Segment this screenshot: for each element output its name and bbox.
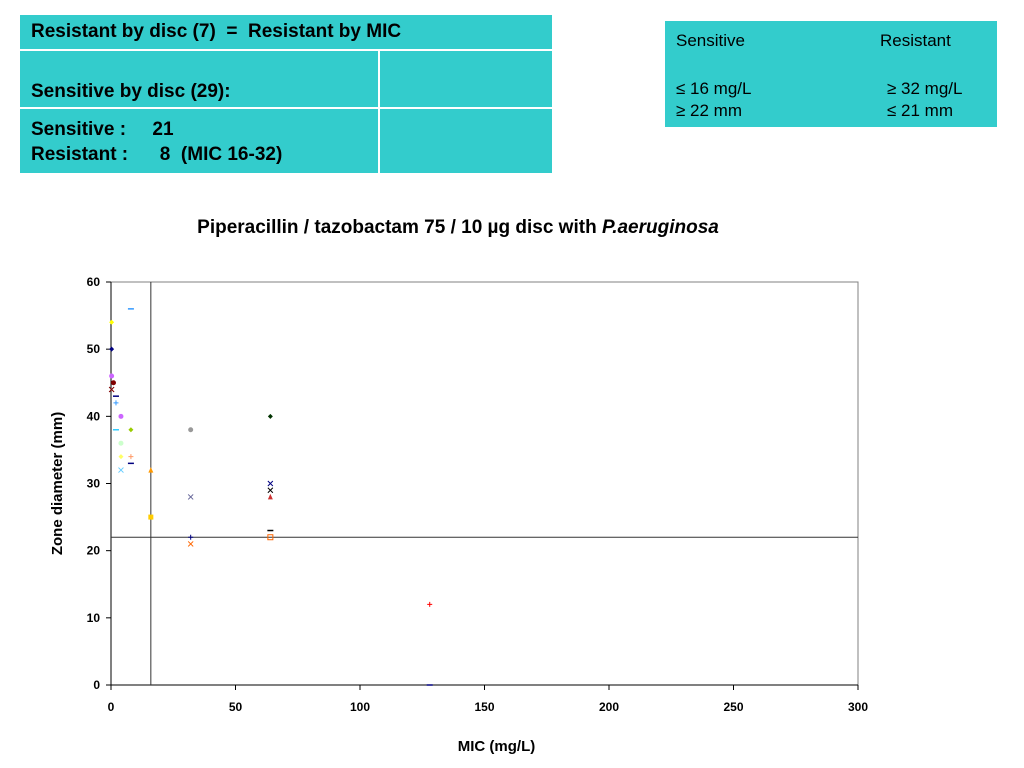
summary-row3-line1: Sensitive : 21: [31, 119, 174, 140]
data-point: [267, 534, 274, 541]
data-point: [427, 601, 433, 607]
data-point: [267, 493, 273, 500]
x-tick-label: 100: [350, 700, 370, 714]
data-point: [187, 494, 194, 500]
data-point: [128, 427, 134, 433]
data-point: [109, 319, 115, 325]
resistant-header: Resistant: [880, 31, 951, 50]
summary-row3-line2: Resistant : 8 (MIC 16-32): [31, 144, 283, 165]
data-point: [148, 467, 154, 473]
resistant-mic: ≥ 32 mg/L: [887, 79, 963, 98]
data-point: [109, 346, 115, 352]
data-point: [109, 373, 115, 379]
sensitive-header: Sensitive: [676, 31, 745, 50]
y-tick-label: 10: [87, 611, 101, 625]
summary-table: Resistant by disc (7) = Resistant by MIC…: [19, 14, 553, 174]
data-point: [110, 380, 116, 386]
breakpoint-table: Sensitive Resistant ≤ 16 mg/L ≥ 32 mg/L …: [664, 20, 998, 128]
data-point: [108, 386, 115, 393]
data-point: [267, 487, 274, 494]
y-tick-label: 30: [87, 477, 101, 491]
chart-title: Piperacillin / tazobactam 75 / 10 µg dis…: [0, 217, 916, 239]
summary-row2-empty-cell: [380, 51, 552, 109]
data-point: [118, 413, 124, 419]
data-point: [267, 480, 274, 487]
data-point: [188, 534, 194, 540]
x-tick-label: 0: [108, 700, 115, 714]
data-point: [267, 413, 273, 419]
data-point: [187, 541, 194, 547]
y-tick-label: 50: [87, 342, 101, 356]
x-tick-label: 150: [474, 700, 494, 714]
data-point: [118, 454, 124, 460]
x-tick-label: 300: [848, 700, 868, 714]
summary-row-sensitive-by-disc: Sensitive by disc (29):: [20, 51, 380, 109]
resistant-zone: ≤ 21 mm: [887, 101, 954, 120]
data-point: [118, 440, 124, 446]
data-point: [128, 454, 134, 460]
y-tick-label: 60: [87, 275, 101, 289]
chart-title-main: Piperacillin / tazobactam 75 / 10 µg dis…: [197, 217, 602, 238]
y-tick-label: 0: [93, 678, 100, 692]
summary-row-resistant: Resistant by disc (7) = Resistant by MIC: [20, 15, 552, 51]
data-point: [113, 400, 119, 406]
x-tick-label: 250: [723, 700, 743, 714]
summary-row-breakdown: Sensitive : 21 Resistant : 8 (MIC 16-32): [20, 109, 380, 173]
y-tick-label: 40: [87, 409, 101, 423]
y-tick-label: 20: [87, 544, 101, 558]
chart-title-organism: P.aeruginosa: [601, 217, 719, 238]
data-point: [118, 467, 124, 473]
data-point: [148, 514, 154, 520]
data-point: [188, 427, 194, 433]
summary-row2-text: Sensitive by disc (29):: [31, 81, 231, 102]
sensitive-mic: ≤ 16 mg/L: [676, 79, 752, 98]
plot-area: [110, 281, 859, 686]
sensitive-zone: ≥ 22 mm: [676, 101, 743, 120]
y-axis-title: Zone diameter (mm): [49, 412, 66, 555]
x-tick-label: 50: [229, 700, 243, 714]
x-tick-label: 200: [599, 700, 619, 714]
summary-row1-text: Resistant by disc (7) = Resistant by MIC: [31, 21, 402, 42]
x-axis-title: MIC (mg/L): [458, 738, 535, 755]
